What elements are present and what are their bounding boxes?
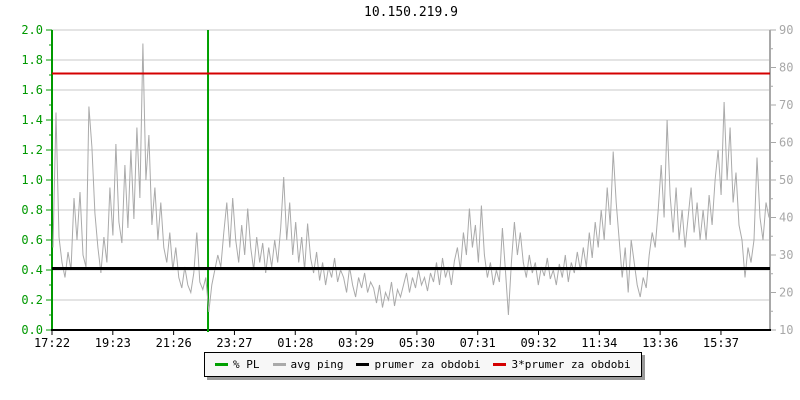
- legend-label-3x-mean: 3*prumer za obdobi: [511, 358, 631, 371]
- right-axis-label: 90: [779, 23, 793, 37]
- right-axis-label: 60: [779, 136, 793, 150]
- x-axis-label: 15:37: [703, 336, 739, 350]
- left-axis-label: 0.8: [21, 203, 43, 217]
- legend-item-mean: prumer za obdobi: [356, 358, 480, 371]
- left-axis-label: 1.2: [21, 143, 43, 157]
- left-axis-label: 0.0: [21, 323, 43, 337]
- x-axis-label: 19:23: [95, 336, 131, 350]
- left-axis-label: 0.6: [21, 233, 43, 247]
- legend: % PL avg ping prumer za obdobi 3*prumer …: [204, 352, 642, 377]
- left-axis-label: 0.2: [21, 293, 43, 307]
- pl-line-swatch: [215, 363, 228, 366]
- right-axis-label: 30: [779, 248, 793, 262]
- right-axis-label: 40: [779, 211, 793, 225]
- left-axis-label: 0.4: [21, 263, 43, 277]
- x-axis-label: 21:26: [156, 336, 192, 350]
- left-axis-label: 1.8: [21, 53, 43, 67]
- legend-label-avg-ping: avg ping: [290, 358, 344, 371]
- right-axis-label: 50: [779, 173, 793, 187]
- x-axis-label: 23:27: [216, 336, 252, 350]
- right-axis-label: 20: [779, 286, 793, 300]
- x-axis-label: 07:31: [460, 336, 496, 350]
- left-axis-label: 2.0: [21, 23, 43, 37]
- avg-ping-line: [52, 43, 770, 316]
- mean3x-line-swatch: [493, 363, 507, 366]
- right-axis-label: 70: [779, 98, 793, 112]
- x-axis-label: 03:29: [338, 336, 374, 350]
- x-axis-label: 13:36: [642, 336, 678, 350]
- x-axis-label: 05:30: [399, 336, 435, 350]
- right-axis-label: 80: [779, 61, 793, 75]
- mean-line-swatch: [356, 363, 370, 366]
- legend-item-pl: % PL: [215, 358, 260, 371]
- legend-label-mean: prumer za obdobi: [374, 358, 481, 371]
- left-axis-label: 1.0: [21, 173, 43, 187]
- right-axis-label: 10: [779, 323, 793, 337]
- legend-item-avg-ping: avg ping: [272, 358, 344, 371]
- legend-label-pl: % PL: [233, 358, 260, 371]
- x-axis-label: 11:34: [581, 336, 617, 350]
- avg-ping-swatch: [272, 363, 286, 366]
- legend-item-3x-mean: 3*prumer za obdobi: [493, 358, 631, 371]
- x-axis-label: 01:28: [277, 336, 313, 350]
- left-axis-label: 1.6: [21, 83, 43, 97]
- graph-title: 10.150.219.9: [364, 5, 458, 20]
- x-axis-label: 17:22: [34, 336, 70, 350]
- x-axis-label: 09:32: [520, 336, 556, 350]
- left-axis-label: 1.4: [21, 113, 43, 127]
